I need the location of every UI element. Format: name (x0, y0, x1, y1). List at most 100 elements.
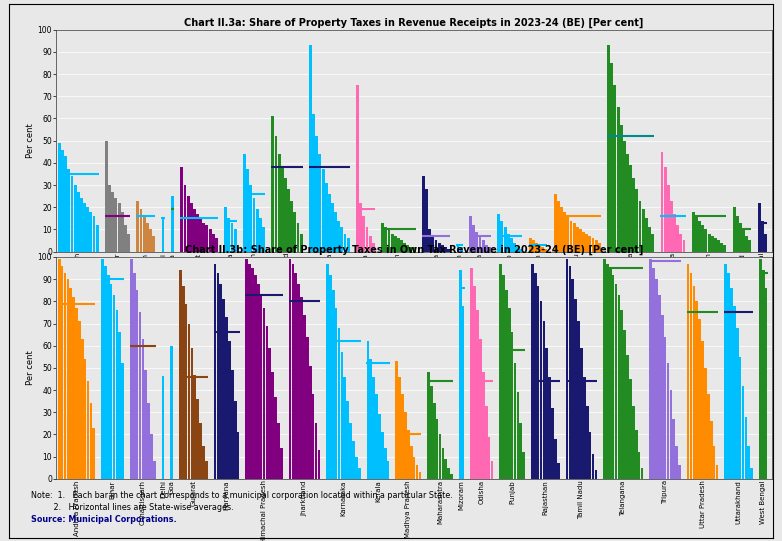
Bar (107, 275, 109, 479)
Bar (381, 432, 384, 479)
Bar (413, 457, 415, 479)
Bar (185, 304, 188, 479)
Bar (92, 428, 95, 479)
Bar (687, 263, 690, 479)
Bar (130, 259, 133, 479)
Bar (433, 404, 436, 479)
Bar (531, 263, 533, 479)
Bar (325, 183, 328, 252)
Bar (612, 275, 615, 479)
Bar (150, 434, 152, 479)
Bar (678, 465, 681, 479)
Bar (557, 201, 560, 252)
Bar (222, 299, 225, 479)
Bar (586, 406, 589, 479)
Bar (217, 273, 219, 479)
Bar (81, 339, 84, 479)
Bar (569, 266, 571, 479)
Bar (346, 401, 349, 479)
Bar (70, 288, 72, 479)
Bar (317, 450, 320, 479)
Bar (404, 243, 406, 252)
Bar (196, 214, 199, 252)
Bar (246, 169, 249, 252)
Bar (615, 283, 617, 479)
Bar (532, 240, 535, 252)
Bar (346, 238, 350, 252)
Bar (673, 214, 676, 252)
Bar (690, 273, 692, 479)
Bar (469, 216, 472, 252)
Bar (133, 273, 135, 479)
Bar (326, 263, 329, 479)
Bar (182, 286, 185, 479)
Y-axis label: Per cent: Per cent (26, 351, 35, 385)
Bar (120, 212, 124, 252)
Bar (591, 238, 594, 252)
Bar (179, 270, 181, 479)
Bar (147, 404, 150, 479)
Bar (303, 315, 306, 479)
Bar (640, 467, 644, 479)
Bar (716, 465, 719, 479)
Bar (355, 457, 357, 479)
Bar (114, 199, 117, 252)
Bar (645, 218, 647, 252)
Bar (127, 234, 130, 252)
Bar (249, 263, 251, 479)
Bar (519, 249, 522, 252)
Bar (713, 446, 716, 479)
Bar (636, 189, 638, 252)
Bar (334, 212, 337, 252)
Bar (101, 259, 104, 479)
Bar (152, 236, 155, 252)
Bar (635, 430, 637, 479)
Bar (577, 321, 579, 479)
Bar (136, 201, 139, 252)
Bar (202, 446, 205, 479)
Bar (335, 308, 338, 479)
Bar (80, 199, 83, 252)
Bar (278, 154, 281, 252)
Bar (254, 275, 256, 479)
Text: Note:  1.   Each bar in the chart corresponds to a municipal corporation located: Note: 1. Each bar in the chart correspon… (31, 491, 453, 500)
Bar (546, 348, 548, 479)
Bar (658, 295, 661, 479)
Bar (268, 348, 271, 479)
Bar (488, 437, 490, 479)
Bar (572, 223, 576, 252)
Bar (368, 236, 371, 252)
Bar (554, 439, 557, 479)
Bar (188, 324, 190, 479)
Bar (744, 417, 747, 479)
Bar (462, 306, 465, 479)
Bar (274, 136, 278, 252)
Bar (398, 377, 401, 479)
Bar (676, 225, 679, 252)
Bar (124, 225, 127, 252)
Bar (314, 423, 317, 479)
Bar (401, 394, 404, 479)
Bar (306, 337, 309, 479)
Bar (385, 227, 387, 252)
Bar (145, 370, 147, 479)
Bar (228, 341, 231, 479)
Bar (554, 194, 557, 252)
Bar (695, 301, 698, 479)
Bar (237, 432, 239, 479)
Bar (667, 185, 669, 252)
Bar (633, 179, 635, 252)
Bar (557, 463, 560, 479)
Bar (485, 406, 487, 479)
Bar (343, 377, 346, 479)
Bar (138, 312, 142, 479)
Bar (692, 212, 695, 252)
Bar (215, 238, 218, 252)
Bar (651, 234, 654, 252)
Bar (74, 185, 77, 252)
Bar (77, 192, 80, 252)
Bar (356, 85, 359, 252)
Bar (396, 361, 398, 479)
Bar (626, 354, 629, 479)
Bar (607, 45, 610, 252)
